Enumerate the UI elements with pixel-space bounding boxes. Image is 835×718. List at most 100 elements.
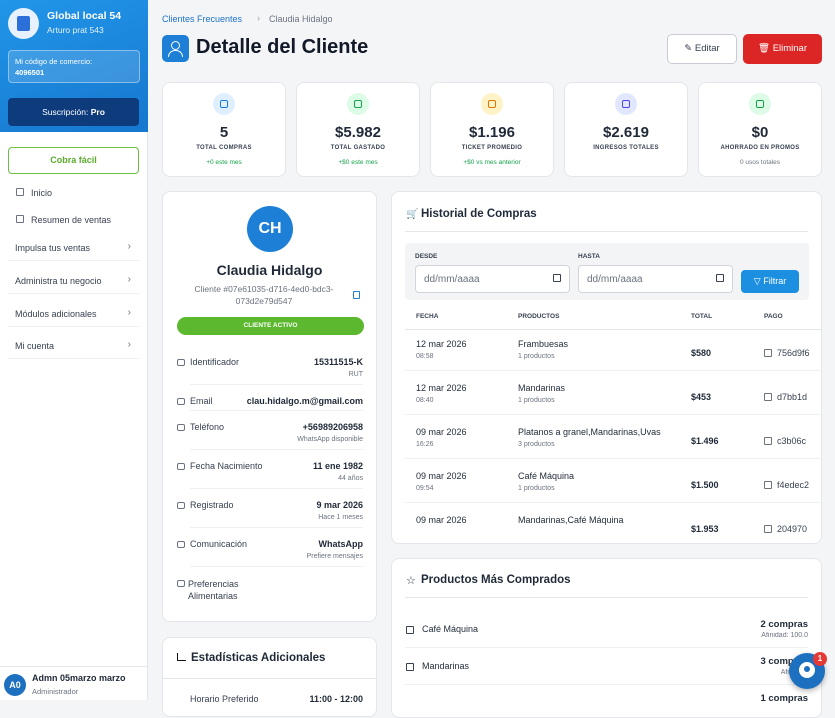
field-label: Preferencias Alimentarias	[188, 579, 239, 601]
row-total: $1.500	[691, 480, 719, 490]
field-icon	[177, 541, 185, 548]
field-note: 44 años	[338, 475, 363, 482]
stat-sub: +0 este mes	[206, 159, 242, 166]
stat-glyph	[756, 100, 764, 108]
product-icon	[406, 626, 414, 634]
field-value: clau.hidalgo.m@gmail.com	[246, 396, 363, 406]
top-products-card: ☆ Productos Más Comprados Café Máquina 2 …	[391, 558, 822, 718]
row-count: 3 productos	[518, 441, 555, 448]
extra-value: 11:00 - 12:00	[309, 694, 363, 704]
filter-button[interactable]: ▽ Filtrar	[741, 270, 799, 293]
stat-icon	[615, 93, 637, 115]
field-note: RUT	[348, 371, 363, 378]
column-header: PRODUCTOS	[518, 313, 560, 320]
divider	[405, 231, 808, 232]
page-title: Detalle del Cliente	[196, 36, 369, 58]
field-label: Email	[190, 396, 213, 406]
stat-icon	[347, 93, 369, 115]
divider	[163, 678, 376, 679]
row-divider	[405, 370, 821, 371]
row-date: 09 mar 2026	[416, 427, 467, 437]
profile-name: Claudia Hidalgo	[216, 262, 323, 278]
menu-item[interactable]: Mi cuenta ›	[8, 333, 139, 359]
product-count: 2 compras	[760, 619, 808, 630]
breadcrumb-current: Claudia Hidalgo	[269, 14, 333, 24]
field-icon	[177, 580, 185, 587]
to-label: HASTA	[578, 253, 600, 260]
stat-label: TOTAL GASTADO	[330, 145, 386, 151]
breadcrumb-link[interactable]: Clientes Frecuentes	[162, 14, 243, 24]
product-icon	[406, 663, 414, 671]
column-header: PAGO	[764, 313, 783, 320]
stat-glyph	[622, 100, 630, 108]
row-products: Café Máquina	[518, 471, 575, 481]
stat-glyph	[354, 100, 362, 108]
menu-item[interactable]: Administra tu negocio ›	[8, 268, 139, 294]
row-payment: 204970	[777, 524, 808, 534]
field-value: WhatsApp	[318, 539, 364, 549]
filter-label: Filtrar	[763, 276, 787, 286]
from-input[interactable]: dd/mm/aaaa	[415, 265, 570, 293]
field-value: 11 ene 1982	[312, 461, 363, 471]
to-input[interactable]: dd/mm/aaaa	[578, 265, 733, 293]
table-header	[405, 305, 821, 330]
stat-card: $5.982 TOTAL GASTADO +$0 este mes	[296, 82, 420, 177]
field-icon	[177, 424, 185, 431]
menu-item[interactable]: Resumen de ventas	[8, 207, 139, 233]
row-divider	[405, 414, 821, 415]
edit-button[interactable]: ✎ Editar	[667, 34, 737, 64]
row-products: Mandarinas,Café Máquina	[518, 515, 624, 525]
breadcrumb-separator: ›	[257, 13, 260, 23]
menu-item[interactable]: Módulos adicionales ›	[8, 301, 139, 327]
menu-label: Resumen de ventas	[31, 215, 112, 225]
extra-stats-card: Estadísticas Adicionales Horario Preferi…	[162, 637, 377, 717]
product-affinity: Afinidad: 100.0	[761, 632, 808, 639]
divider	[405, 684, 808, 685]
subscription-button[interactable]: Suscripción: Pro	[8, 98, 139, 126]
menu-label: Módulos adicionales	[15, 309, 97, 319]
row-payment-icon	[764, 481, 772, 489]
menu-item[interactable]: Inicio	[8, 180, 139, 206]
menu-item[interactable]: Impulsa tus ventas ›	[8, 235, 139, 261]
stat-label: TOTAL COMPRAS	[196, 145, 252, 151]
row-date: 09 mar 2026	[416, 471, 467, 481]
title-icon	[162, 35, 189, 62]
top-products-title: Productos Más Comprados	[421, 574, 571, 586]
stat-label: TICKET PROMEDIO	[461, 145, 523, 151]
star-icon: ☆	[406, 575, 416, 587]
stat-card: $0 AHORRADO EN PROMOS 0 usos totales	[698, 82, 822, 177]
row-payment: f4edec2	[777, 480, 810, 490]
field-note: Hace 1 meses	[318, 514, 363, 521]
field-icon	[177, 502, 185, 509]
stat-sub: +$0 este mes	[338, 159, 378, 166]
row-time: 16:26	[416, 441, 434, 448]
stat-sub: +$0 vs mes anterior	[463, 159, 521, 166]
stat-glyph	[488, 100, 496, 108]
profile-card: CH Claudia Hidalgo Cliente #07e61035-d71…	[162, 191, 377, 622]
stat-glyph	[220, 100, 228, 108]
row-time: 09:54	[416, 485, 434, 492]
store-name: Global local 54	[47, 10, 122, 22]
user-role: Administrador	[32, 687, 79, 696]
copy-icon[interactable]	[353, 291, 360, 299]
extra-stats-title: Estadísticas Adicionales	[191, 652, 326, 664]
sidebar: Global local 54 Arturo prat 543 Mi códig…	[0, 0, 148, 700]
divider	[405, 647, 808, 648]
field-icon	[177, 398, 185, 405]
delete-label: Eliminar	[772, 43, 807, 54]
merchant-code: 4096501	[15, 68, 45, 77]
product-count: 1 compras	[760, 693, 808, 704]
field-value: 15311515-K	[313, 357, 363, 367]
divider	[190, 384, 363, 385]
cobra-button[interactable]: Cobra fácil	[8, 147, 139, 174]
menu-label: Impulsa tus ventas	[15, 243, 91, 253]
divider	[190, 566, 363, 567]
field-value: +56989206958	[302, 422, 363, 432]
delete-button[interactable]: 🗑 Eliminar	[743, 34, 822, 64]
row-divider	[405, 458, 821, 459]
chart-icon	[177, 653, 186, 661]
row-count: 1 productos	[518, 397, 555, 404]
stat-card: 5 TOTAL COMPRAS +0 este mes	[162, 82, 286, 177]
stat-card: $1.196 TICKET PROMEDIO +$0 vs mes anterior	[430, 82, 554, 177]
